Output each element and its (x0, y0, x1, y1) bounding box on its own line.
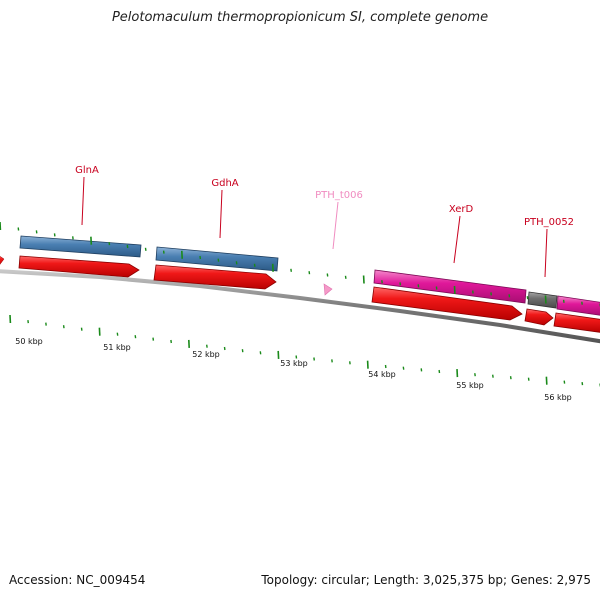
scale-label-52kbp: 52 kbp (192, 350, 220, 359)
pth-0052-cds-arrow (524, 308, 554, 326)
scale-label-55kbp: 55 kbp (456, 381, 484, 390)
gene-label-gdha: GdhA (211, 178, 238, 189)
accession-text: Accession: NC_009454 (9, 573, 146, 587)
glna-leader-line (81, 176, 85, 226)
scale-label-50kbp: 50 kbp (15, 337, 43, 346)
xerd-leader-line (453, 215, 461, 264)
glna-cds-arrow (18, 255, 140, 278)
gene-label-xerd: XerD (449, 204, 474, 215)
genome-summary-text: Topology: circular; Length: 3,025,375 bp… (261, 573, 591, 587)
map-title: Pelotomaculum thermopropionicum SI, comp… (111, 10, 489, 25)
gene-label-pth-0052: PTH_0052 (524, 217, 574, 228)
scale-label-51kbp: 51 kbp (103, 343, 131, 352)
pth-t006-trna-arrow (323, 283, 333, 296)
gdha-leader-line (219, 189, 223, 239)
pth-0052-annotation-bar (527, 291, 558, 309)
genome-backbone (0, 269, 600, 344)
xerd-cds-arrow (371, 286, 523, 321)
gene-label-glna: GlnA (75, 165, 99, 176)
glna-annotation-bar (19, 235, 142, 258)
cds-arrow-edge (0, 256, 5, 265)
xerd-annotation-bar (373, 269, 527, 304)
scale-label-56kbp: 56 kbp (544, 393, 572, 402)
pth-t006-leader-line (332, 201, 339, 250)
scale-label-54kbp: 54 kbp (368, 370, 396, 379)
gdha-annotation-bar (155, 246, 279, 272)
tick-marks (0, 221, 600, 387)
gdha-cds-arrow (153, 264, 277, 290)
gene-label-pth-t006: PTH_t006 (315, 190, 363, 201)
next-cds-arrow (553, 312, 600, 333)
next-annotation-bar (556, 295, 600, 316)
pth-0052-leader-line (544, 228, 548, 278)
scale-label-53kbp: 53 kbp (280, 359, 308, 368)
